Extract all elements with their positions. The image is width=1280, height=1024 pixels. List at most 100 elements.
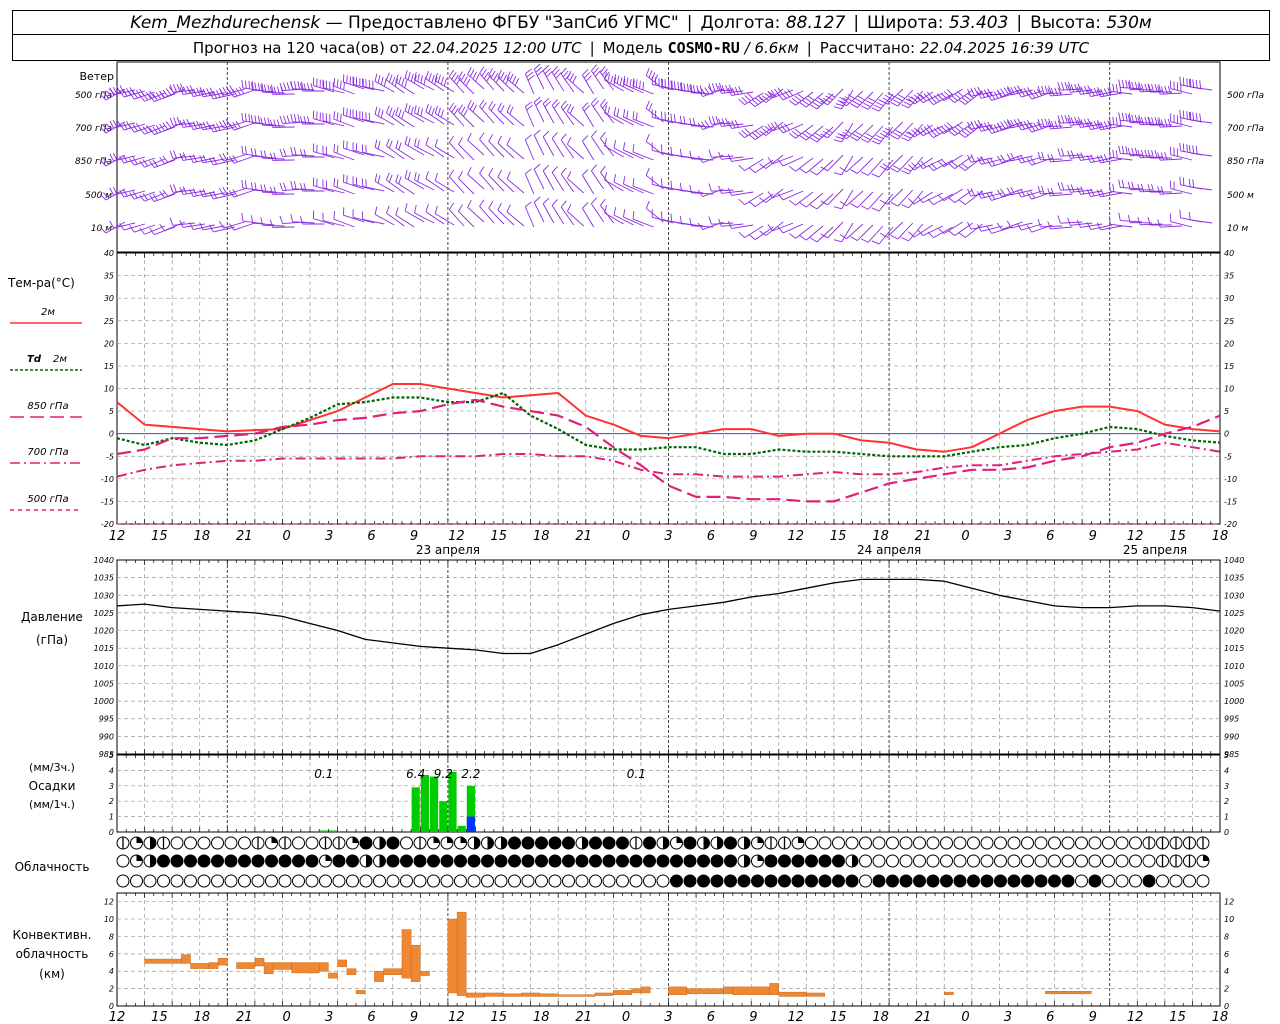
legend-label: 2м [41, 307, 55, 318]
wind-barb-icon [1127, 214, 1153, 224]
wind-barb-icon [958, 123, 983, 138]
wind-barb-icon [958, 190, 983, 205]
wind-barb-icon [199, 121, 225, 131]
wind-barb-icon [727, 187, 754, 196]
wind-barb-icon [109, 85, 136, 96]
wind-barb-icon [312, 110, 335, 126]
x-tick-label-bottom: 15 [1169, 1010, 1186, 1024]
cloud-octa-icon [197, 836, 211, 850]
legend-label: 700 гПа [27, 447, 68, 458]
y-tick-label-right: 3 [1224, 782, 1229, 791]
cloud-octa-icon [278, 836, 292, 850]
temp-title: Тем-ра(°C) [7, 276, 75, 290]
cloud-octa-icon [535, 874, 548, 888]
pressure-line [116, 578, 1221, 655]
wind-barb-icon [976, 190, 1003, 199]
wind-barb-icon [948, 155, 973, 169]
wind-barb-icon [651, 142, 674, 157]
wind-barb-icon [551, 199, 565, 225]
wind-barb-icon [448, 135, 465, 160]
wind-barb-icon [425, 70, 445, 92]
wind-barb-icon [1067, 150, 1093, 159]
x-tick-label-bottom: 15 [151, 1010, 168, 1024]
y-tick-label-left: 1010 [94, 662, 114, 671]
cloud-octa-icon [778, 874, 791, 888]
x-tick-label-top: 18 [194, 529, 211, 544]
wind-barb-icon [839, 223, 864, 240]
wind-barb-icon [109, 152, 136, 162]
wind-barb-icon [1086, 222, 1113, 231]
cloud-octa-icon [413, 836, 427, 850]
wind-barb-icon [632, 78, 654, 95]
wind-barb-icon [169, 116, 195, 126]
cloud-octa-icon [440, 836, 454, 850]
wind-barb-icon [542, 197, 555, 224]
wind-barb-icon [361, 144, 385, 158]
wind-barb-icon [986, 158, 1013, 167]
wind-level-label-right: 700 гПа [1227, 124, 1264, 134]
wind-barb-icon [860, 125, 884, 143]
y-tick-label-right: 35 [1224, 272, 1234, 281]
y-tick-label-left: 1 [109, 813, 114, 822]
cloud-octa-icon [224, 874, 238, 888]
legend-label: 500 гПа [27, 494, 68, 505]
y-tick-label-right: 995 [1224, 715, 1239, 724]
wind-barb-icon [958, 156, 983, 171]
wind-barb-icon [581, 135, 595, 161]
legend-td: Td [27, 354, 42, 365]
wind-barb-icon [679, 82, 704, 94]
cloud-octa-icon [953, 874, 967, 888]
wind-barb-icon [1147, 217, 1173, 226]
cloud-octa-icon [899, 836, 913, 850]
wind-barb-icon [645, 167, 664, 190]
cloud-octa-icon [116, 854, 130, 868]
wind-barb-icon [312, 210, 335, 226]
wind-barb-icon [250, 82, 275, 93]
y-tick-label-left: 25 [104, 317, 114, 326]
cloud-octa-icon [224, 836, 238, 850]
wind-barb-icon [679, 115, 704, 127]
cloud-octa-icon [562, 854, 575, 868]
cloud-octa-icon [1007, 874, 1021, 888]
wind-barb-icon [269, 219, 295, 228]
wind-barb-icon [1108, 83, 1133, 95]
wind-barb-icon [551, 99, 565, 125]
wind-barb-icon [533, 96, 545, 123]
wind-barb-icon [228, 189, 255, 198]
cloud-octa-icon [359, 874, 373, 888]
y-tick-label-left: 40 [104, 249, 114, 258]
cloud-octa-icon [184, 854, 197, 868]
precip-3h-label: 9.2 [434, 767, 453, 781]
cloud-octa-icon [278, 874, 292, 888]
x-tick-label-bottom: 18 [1212, 1010, 1229, 1024]
wind-barb-icon [448, 169, 465, 194]
wind-barb-icon [260, 184, 285, 194]
cloud-octa-icon [521, 874, 535, 888]
cloud-octa-icon [886, 854, 899, 868]
wind-barb-icon [948, 122, 973, 136]
wind-barb-icon [613, 107, 634, 126]
cloud-octa-icon [670, 836, 683, 850]
cloud-octa-icon [508, 874, 521, 888]
wind-barb-icon [506, 137, 525, 160]
wind-barb-icon [448, 102, 465, 127]
wind-barb-icon [623, 209, 644, 227]
pressure-panel: 1040 1040 1035 1035 1030 1030 1025 1025 1020 1020… [94, 556, 1245, 759]
precip-3h-label: 0.1 [627, 767, 646, 781]
convective-bar [208, 962, 219, 969]
wind-barb-icon [333, 211, 355, 228]
cloud-octa-icon [778, 854, 791, 868]
cloud-octa-icon [373, 874, 386, 888]
wind-barb-icon [425, 136, 445, 158]
wind-barb-icon [189, 154, 215, 164]
cloud-octa-icon [305, 874, 319, 888]
x-tick-label-top: 12 [1127, 529, 1144, 544]
x-tick-label-top: 18 [872, 529, 889, 544]
wind-barb-icon [1067, 83, 1093, 93]
x-tick-label-top: 9 [410, 529, 418, 544]
x-tick-label-top: 0 [283, 529, 291, 544]
wind-barb-icon [788, 191, 814, 206]
wind-barb-icon [542, 64, 555, 91]
cloud-octa-icon [764, 836, 778, 850]
wind-barb-icon [879, 188, 904, 205]
